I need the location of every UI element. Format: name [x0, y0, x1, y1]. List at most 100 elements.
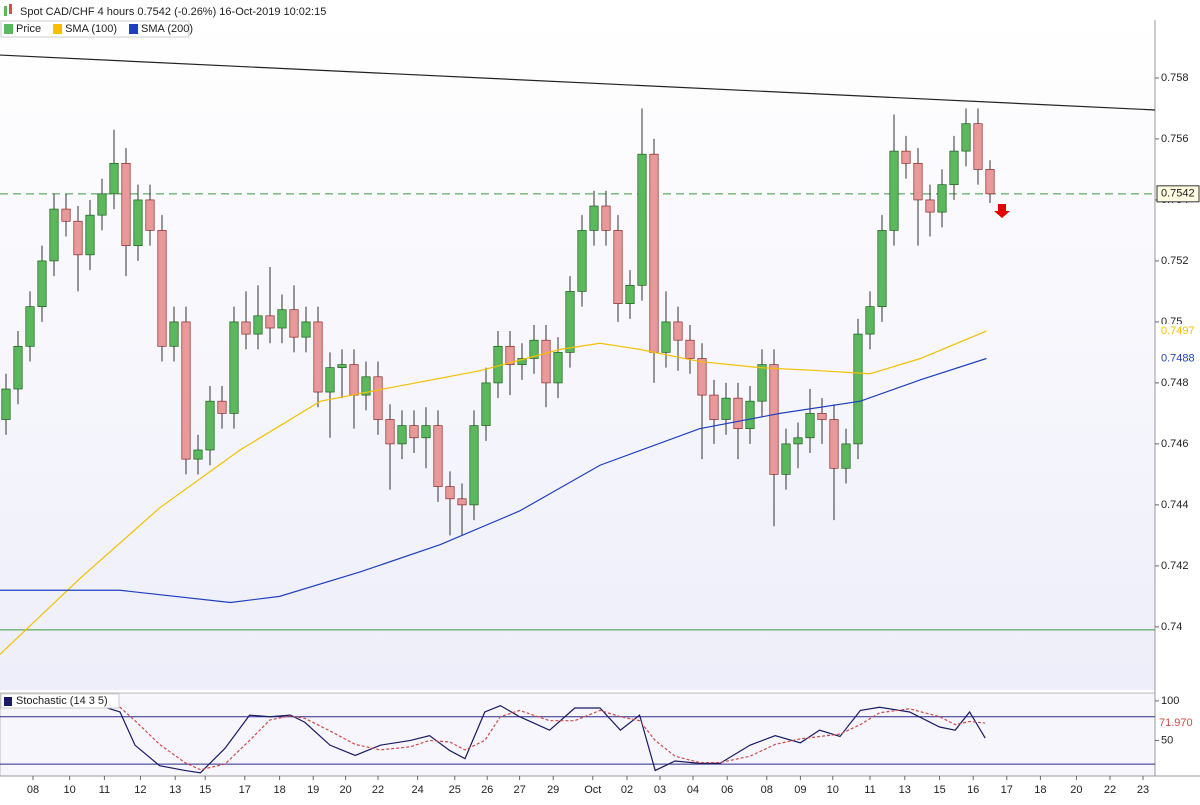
- sma-line: [0, 357, 987, 604]
- candle-body: [757, 364, 767, 402]
- candle-body: [937, 184, 947, 213]
- y-tick-label: 0.752: [1161, 255, 1189, 267]
- legend-swatch: [129, 24, 139, 34]
- candle-body: [361, 376, 371, 396]
- legend-label: SMA (100): [65, 23, 117, 35]
- candle-body: [25, 306, 35, 347]
- x-tick-label: 11: [99, 784, 110, 796]
- candle-body: [205, 400, 215, 451]
- candle-body: [685, 339, 695, 359]
- candle-body: [709, 394, 719, 420]
- candle-body: [505, 345, 515, 365]
- candle-body: [409, 425, 419, 439]
- price-tag: [1156, 185, 1200, 203]
- candle-body: [853, 333, 863, 445]
- candle-body: [325, 367, 335, 393]
- candle-body: [949, 150, 959, 186]
- x-tick-label: 15: [933, 784, 945, 796]
- trend-line: [0, 54, 1156, 111]
- candle-body: [301, 321, 311, 338]
- candle-body: [229, 321, 239, 414]
- y-tick-label: 0.748: [1161, 377, 1189, 389]
- candle-body: [673, 321, 683, 341]
- candle-body: [961, 123, 971, 152]
- x-tick-label: 25: [449, 784, 461, 796]
- legend-label: SMA (200): [141, 23, 193, 35]
- candle-body: [481, 382, 491, 426]
- candle-body: [601, 205, 611, 231]
- candle-body: [925, 199, 935, 213]
- candle-body: [253, 315, 263, 335]
- x-tick-label: 08: [761, 784, 773, 796]
- x-tick-label: 29: [547, 784, 559, 796]
- candle-body: [841, 443, 851, 469]
- x-tick-label: 10: [63, 784, 75, 796]
- candle-body: [769, 364, 779, 475]
- legend-swatch: [53, 24, 63, 34]
- legend: Price SMA (100) SMA (200): [0, 20, 193, 38]
- candle-body: [913, 162, 923, 201]
- candle-body: [97, 193, 107, 216]
- legend-box: [0, 20, 190, 38]
- candle-body: [445, 486, 455, 500]
- legend-swatch: [4, 24, 13, 34]
- x-tick-label: 22: [372, 784, 384, 796]
- candle-body: [529, 339, 539, 359]
- x-tick-label: 19: [307, 784, 319, 796]
- stochastic-title: Stochastic (14 3 5): [16, 695, 108, 707]
- x-tick-label: 09: [794, 784, 806, 796]
- candle-body: [817, 413, 827, 420]
- x-tick-label: 03: [654, 784, 666, 796]
- candle-body: [13, 345, 23, 390]
- candle-body: [973, 123, 983, 170]
- candle-body: [889, 150, 899, 231]
- candle-body: [613, 230, 623, 304]
- x-tick-label: 24: [411, 784, 423, 796]
- sma-line: [0, 330, 987, 655]
- candle-body: [793, 437, 803, 445]
- x-tick-label: 04: [687, 784, 699, 796]
- stochastic-icon: [4, 697, 12, 706]
- chart-title: Spot CAD/CHF 4 hours 0.7542 (-0.26%) 16-…: [20, 6, 326, 18]
- candle-body: [589, 205, 599, 231]
- candle-body: [349, 364, 359, 396]
- candle-body: [265, 315, 275, 329]
- candle-body: [169, 321, 179, 347]
- candle-body: [469, 425, 479, 506]
- x-tick-label: 18: [1034, 784, 1046, 796]
- y-tick-label: 0.746: [1161, 438, 1189, 450]
- x-tick-label: 06: [721, 784, 733, 796]
- candle-body: [385, 419, 395, 445]
- y-tick-label: 0.744: [1161, 499, 1189, 511]
- candle-body: [289, 309, 299, 338]
- y-tick-label: 0.758: [1161, 72, 1189, 84]
- candle-body: [877, 230, 887, 308]
- x-tick-label: 23: [1137, 784, 1149, 796]
- legend-label: Price: [16, 23, 41, 35]
- candle-body: [781, 443, 791, 475]
- candle-body: [1, 388, 11, 420]
- y-tick-label: 0.742: [1161, 560, 1189, 572]
- x-tick-label: Oct: [584, 784, 601, 796]
- candle-body: [661, 321, 671, 353]
- x-tick-label: 20: [1070, 784, 1082, 796]
- signal-arrow: [994, 204, 1010, 218]
- x-tick-label: 11: [864, 784, 875, 796]
- sma-tag: [1157, 324, 1199, 339]
- candle-body: [541, 339, 551, 384]
- x-tick-label: 02: [621, 784, 633, 796]
- candle-body: [433, 425, 443, 487]
- candle-body: [901, 150, 911, 164]
- candle-body: [217, 400, 227, 414]
- x-tick-label: 18: [273, 784, 285, 796]
- candle-body: [397, 425, 407, 445]
- candle-body: [421, 425, 431, 439]
- candle-body: [277, 309, 287, 329]
- candle-body: [649, 153, 659, 353]
- x-tick-label: 13: [169, 784, 181, 796]
- x-tick-label: 22: [1104, 784, 1116, 796]
- title-icon: [4, 4, 12, 16]
- x-tick-label: 12: [134, 784, 146, 796]
- candle-body: [457, 498, 467, 506]
